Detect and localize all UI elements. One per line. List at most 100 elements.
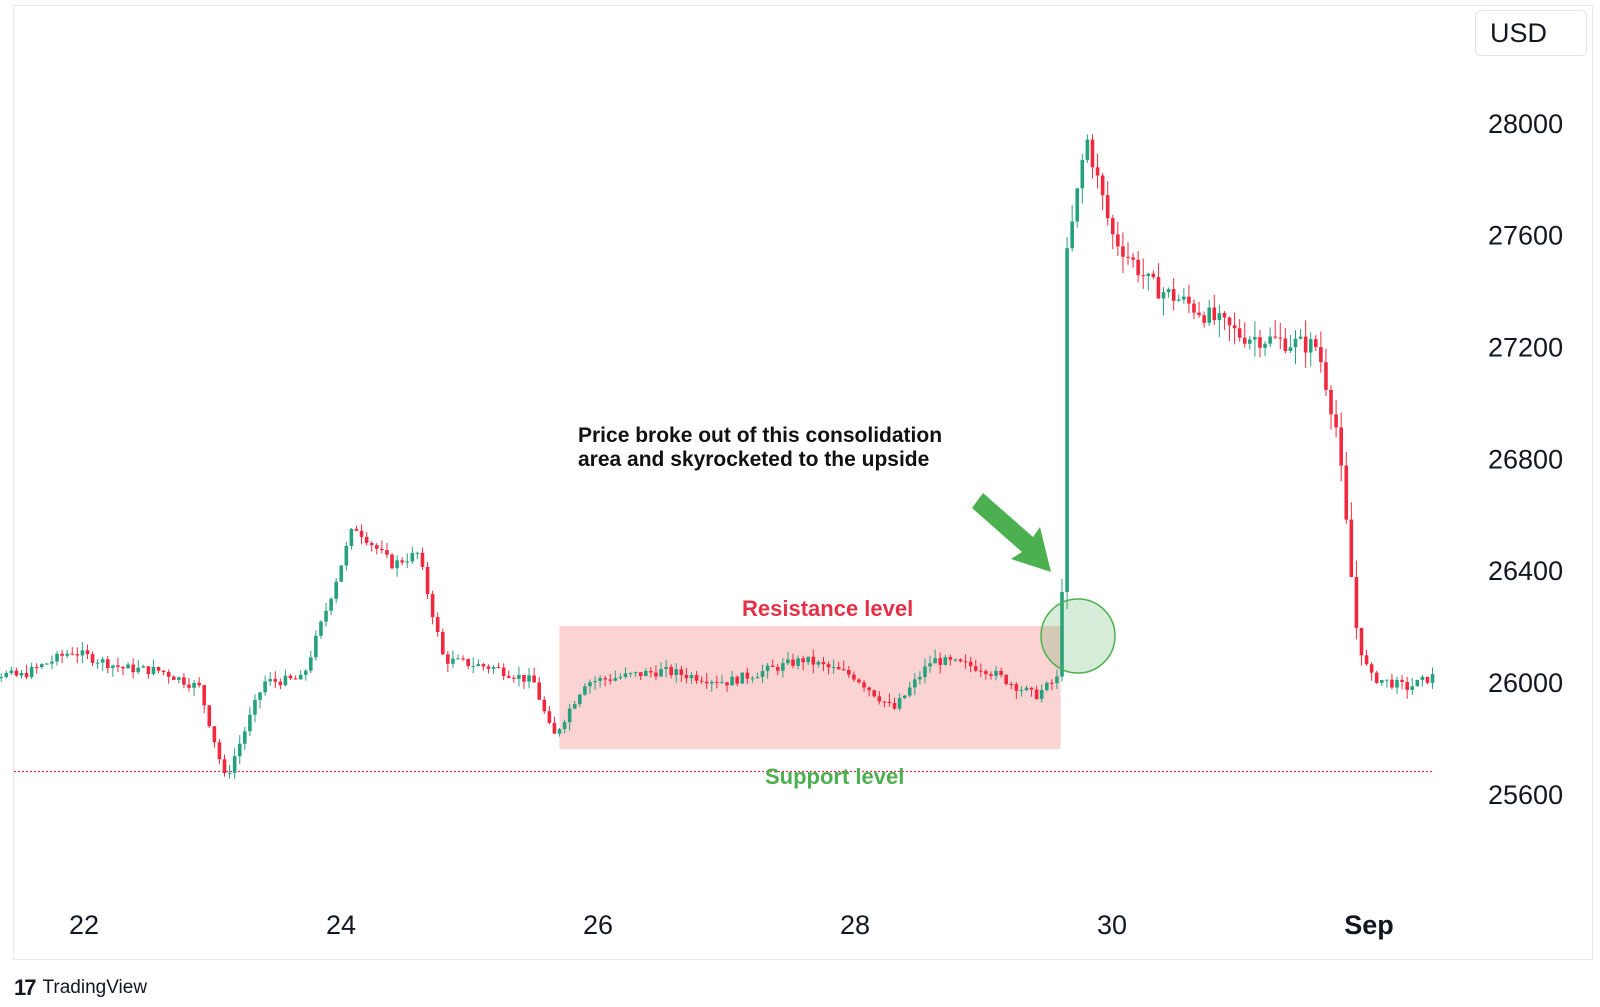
- candle: [506, 670, 511, 679]
- candle-body: [704, 681, 709, 684]
- candle-body: [654, 672, 658, 677]
- candle-body: [1090, 139, 1095, 168]
- candle-body: [674, 669, 679, 676]
- candle-body: [1344, 465, 1349, 520]
- candle: [273, 671, 278, 689]
- annotation-line-1: Price broke out of this consolidation: [578, 424, 943, 447]
- candle-body: [512, 677, 516, 679]
- candle-body: [1034, 689, 1039, 699]
- candle-body: [740, 672, 745, 684]
- candle-body: [918, 676, 922, 680]
- candle: [852, 671, 856, 682]
- candle: [476, 659, 481, 667]
- candle: [70, 647, 75, 656]
- candle-body: [400, 560, 404, 563]
- candle: [486, 664, 491, 674]
- candle-body: [527, 675, 531, 682]
- candle-body: [628, 673, 633, 675]
- candle-body: [720, 682, 724, 684]
- candle: [598, 674, 602, 688]
- candle-body: [1324, 362, 1328, 390]
- candle: [1268, 327, 1272, 348]
- candle: [547, 706, 552, 725]
- candle: [456, 654, 460, 660]
- candle: [1121, 232, 1125, 274]
- candle-body: [1268, 336, 1272, 344]
- candle: [1227, 316, 1232, 341]
- candle-body: [202, 685, 207, 706]
- candle: [841, 660, 846, 671]
- candle-body: [1303, 336, 1308, 353]
- candle-body: [1039, 690, 1044, 699]
- candle-body: [471, 665, 476, 667]
- candle: [1278, 322, 1283, 350]
- candle-body: [603, 678, 607, 680]
- candle: [1141, 258, 1146, 289]
- candle-body: [29, 666, 34, 678]
- candle-body: [973, 666, 978, 671]
- candle: [588, 679, 592, 694]
- candle: [1364, 649, 1369, 666]
- candle-body: [948, 657, 953, 660]
- candle-body: [613, 678, 618, 681]
- candle-body: [963, 661, 968, 663]
- candle: [831, 659, 836, 674]
- candle-body: [562, 722, 567, 730]
- candle-body: [451, 658, 455, 664]
- candle: [872, 689, 877, 698]
- candle-body: [867, 687, 871, 691]
- candle-body: [882, 701, 887, 703]
- candle: [1248, 336, 1252, 350]
- candle-body: [55, 653, 59, 662]
- candle-body: [410, 553, 415, 562]
- candle-body: [1420, 676, 1425, 680]
- candle: [1390, 673, 1394, 690]
- candle-body: [902, 695, 907, 699]
- candle: [50, 655, 54, 670]
- candle: [1014, 682, 1019, 700]
- candle: [1110, 214, 1115, 250]
- candle-body: [161, 670, 166, 673]
- candle: [369, 540, 374, 552]
- candle-body: [593, 680, 597, 683]
- candle-body: [288, 675, 293, 679]
- candle: [892, 697, 897, 710]
- x-tick-label: Sep: [1344, 910, 1394, 940]
- tradingview-watermark[interactable]: 17 TradingView: [14, 975, 147, 1001]
- candle-body: [466, 658, 470, 667]
- candle: [197, 677, 201, 688]
- candle-body: [192, 682, 196, 688]
- candle-body: [278, 681, 283, 686]
- candle: [496, 662, 501, 669]
- candle-body: [319, 621, 323, 636]
- candle: [339, 565, 344, 583]
- candle-body: [227, 772, 232, 774]
- currency-selector[interactable]: USD: [1475, 10, 1587, 56]
- candle: [699, 676, 704, 684]
- candle: [1369, 662, 1374, 681]
- candle-body: [329, 598, 333, 611]
- y-tick-label: 27200: [1488, 332, 1563, 362]
- candle: [9, 666, 14, 676]
- candle-body: [1232, 325, 1237, 329]
- candle-body: [496, 667, 501, 669]
- candle-body: [131, 664, 135, 673]
- candle: [1354, 560, 1359, 640]
- candle: [75, 647, 80, 664]
- candle: [1161, 286, 1166, 316]
- candle: [481, 662, 486, 671]
- candle: [1080, 154, 1085, 204]
- candle: [1359, 627, 1364, 666]
- candle-body: [1116, 234, 1120, 247]
- candle: [1339, 412, 1343, 482]
- candle-body: [1121, 246, 1125, 257]
- candle: [572, 701, 577, 710]
- candle: [146, 666, 151, 679]
- resistance-level-label: Resistance level: [742, 596, 914, 621]
- candle: [29, 662, 34, 680]
- candle-body: [659, 669, 663, 677]
- candle-body: [1415, 679, 1420, 687]
- candle-body: [461, 658, 465, 660]
- candle: [1263, 341, 1267, 357]
